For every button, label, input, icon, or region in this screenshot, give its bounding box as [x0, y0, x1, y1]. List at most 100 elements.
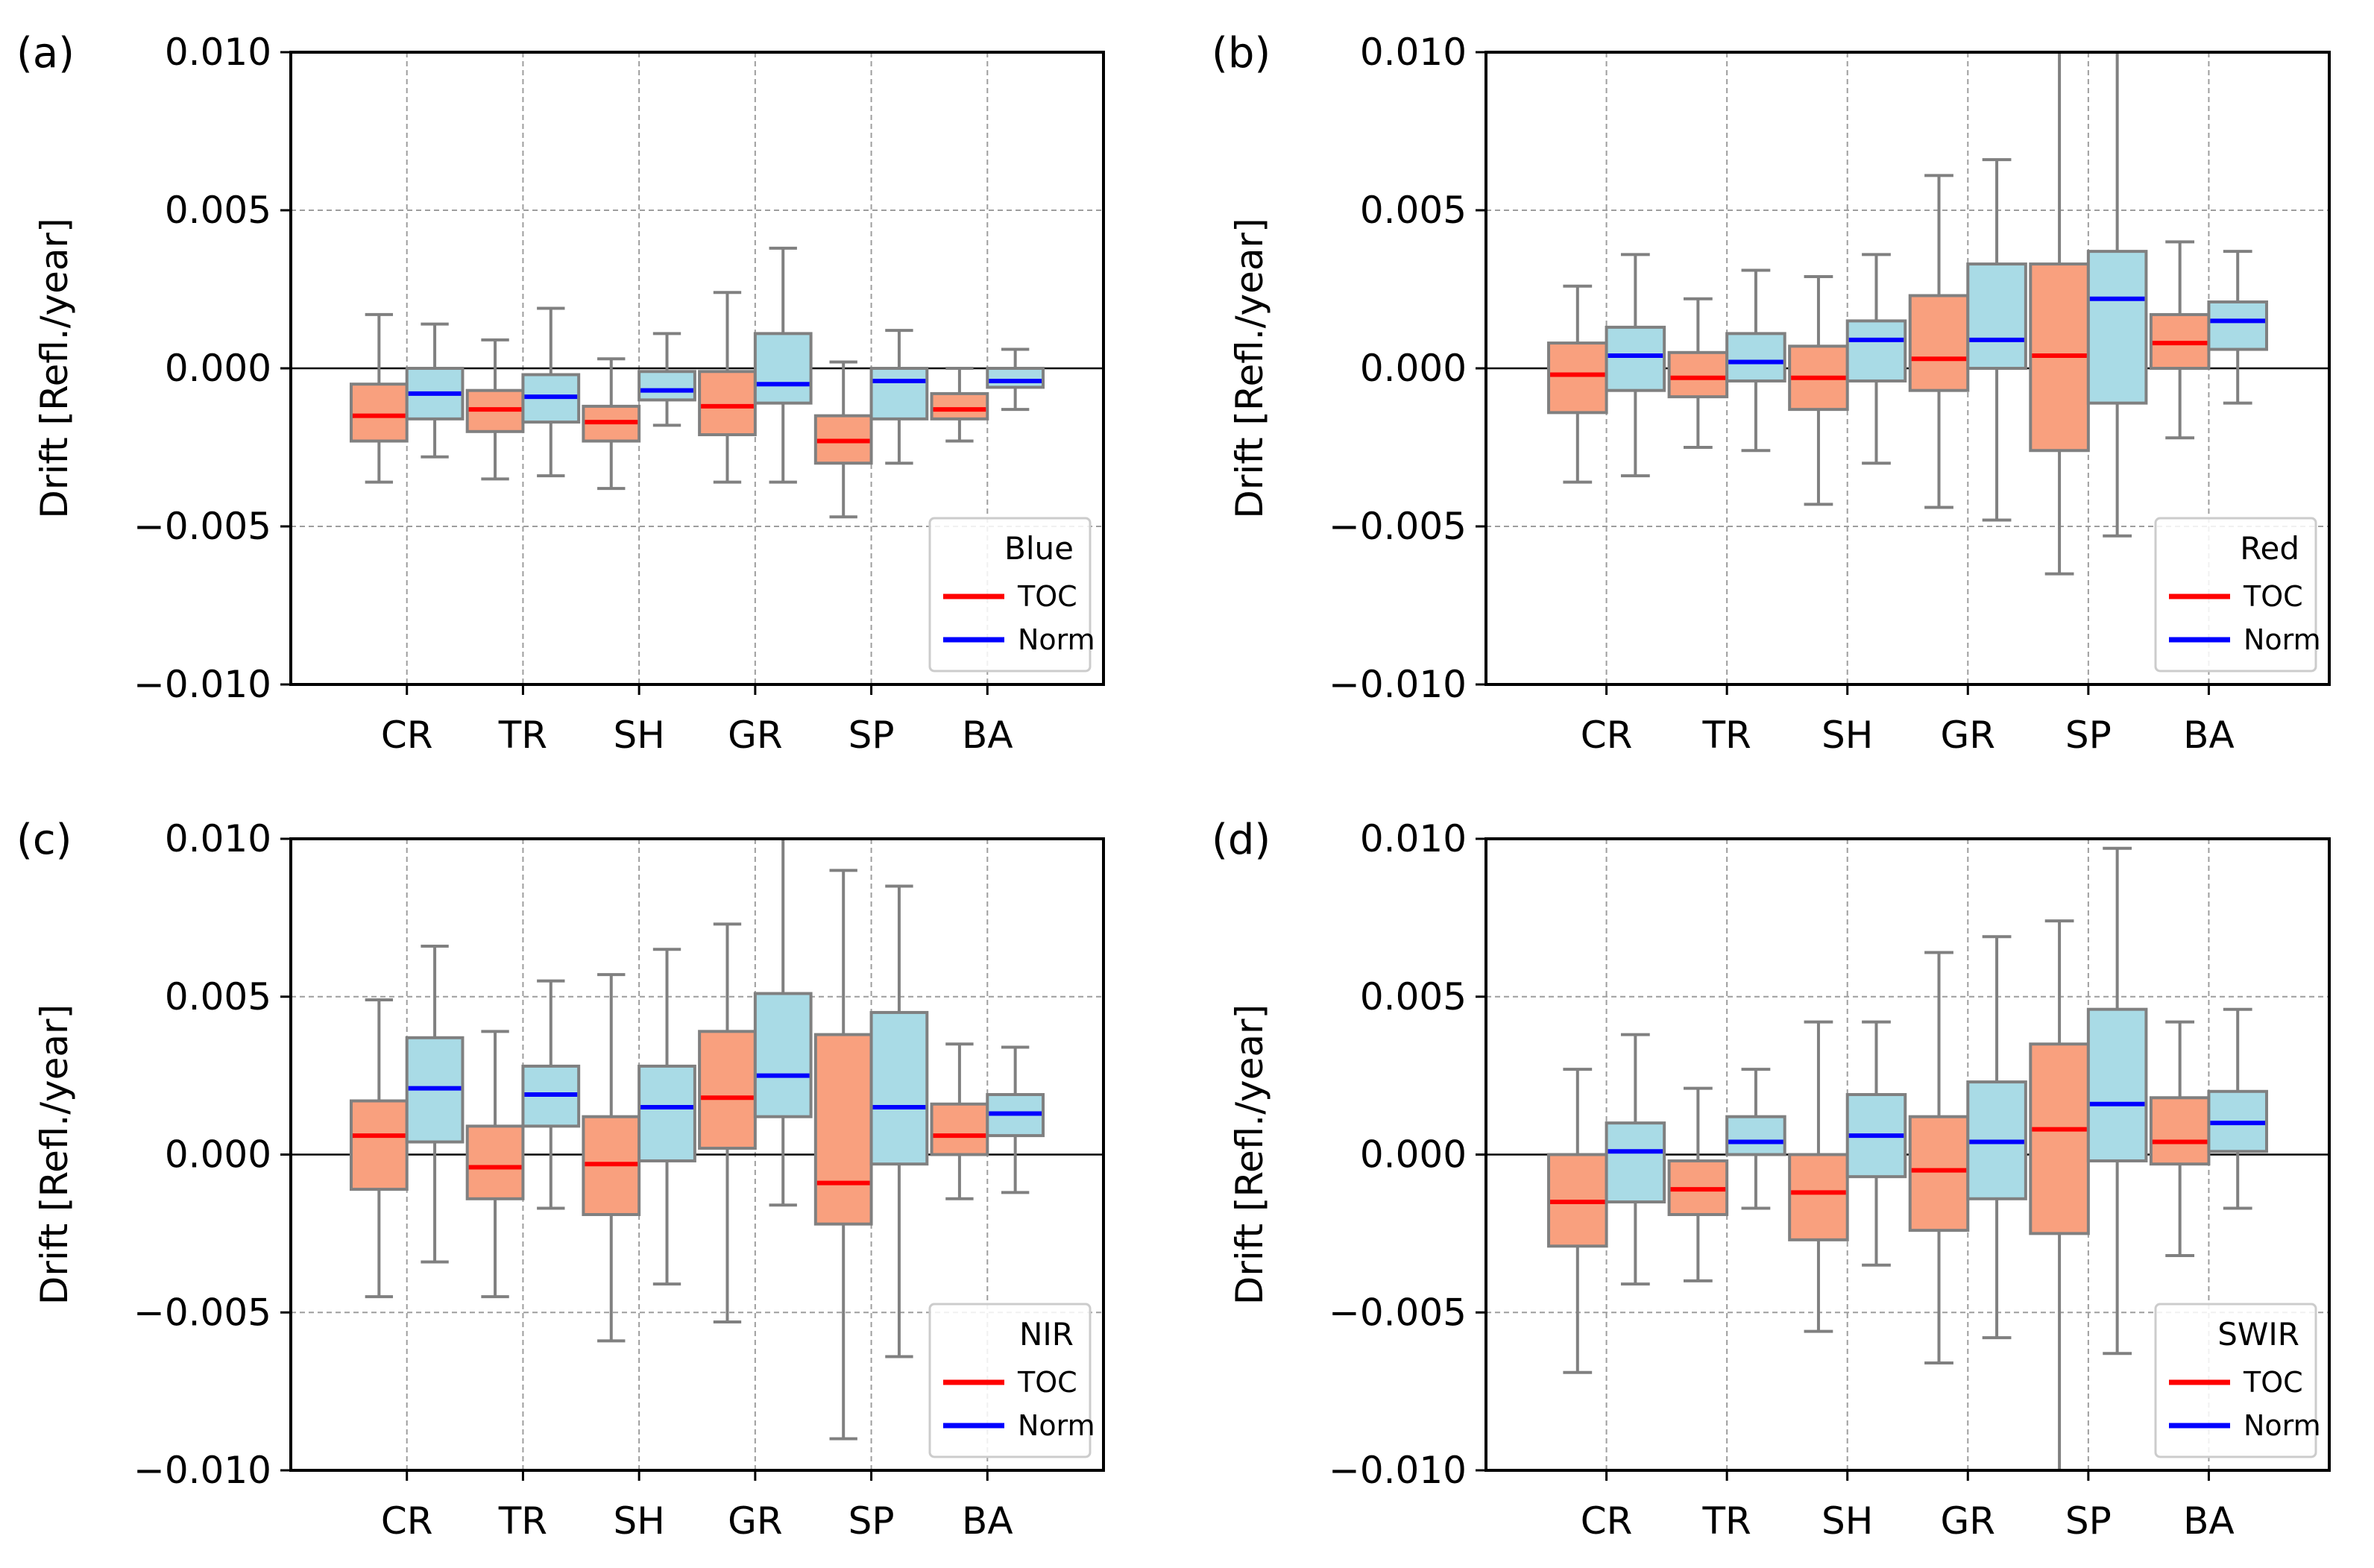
norm-box-sp — [869, 329, 929, 465]
y-tick-label: −0.005 — [133, 1291, 271, 1334]
legend-box — [2154, 517, 2317, 673]
legend-box — [928, 1303, 1092, 1458]
x-tick-label: BA — [2183, 714, 2235, 757]
x-tick-label: TR — [1701, 714, 1751, 757]
y-tick-label: 0.005 — [1360, 189, 1467, 232]
norm-box-ba — [2207, 1007, 2268, 1210]
legend-label-toc: TOC — [2243, 1366, 2303, 1399]
norm-box-sp — [869, 884, 929, 1358]
norm-box-gr — [1966, 935, 2027, 1340]
y-axis-label: Drift [Refl./year] — [33, 218, 76, 518]
y-tick-label: 0.010 — [1360, 31, 1467, 74]
toc-box-ba — [930, 367, 989, 443]
x-tick-label: CR — [381, 1499, 433, 1543]
iqr-box — [986, 367, 1045, 389]
norm-box-sp — [2086, 846, 2148, 1356]
toc-box-tr — [465, 1030, 525, 1299]
legend-label-norm: Norm — [2244, 623, 2321, 656]
boxplots — [349, 839, 1045, 1441]
y-axis-label: Drift [Refl./year] — [1228, 218, 1271, 518]
panel-a: 0.010 0.005 0.000 −0.005 −0.010 CR TR SH GR SP BA D… — [16, 29, 1105, 757]
norm-box-tr — [521, 979, 581, 1210]
norm-box-gr — [1966, 158, 2027, 522]
y-axis-label: Drift [Refl./year] — [33, 1004, 76, 1305]
y-tick-label: −0.005 — [1329, 505, 1467, 548]
x-tick-label: CR — [1581, 714, 1633, 757]
iqr-box — [698, 370, 757, 437]
y-tick-label: −0.005 — [133, 505, 271, 548]
norm-box-sh — [637, 948, 696, 1286]
panel-label: (a) — [16, 29, 75, 78]
iqr-box — [637, 370, 696, 402]
toc-box-gr — [1908, 174, 1970, 509]
norm-box-cr — [1605, 253, 1666, 478]
norm-box-gr — [753, 839, 813, 1207]
legend: Red TOC Norm — [2154, 517, 2321, 673]
norm-box-cr — [405, 322, 465, 459]
y-tick-label: −0.010 — [1329, 663, 1467, 706]
iqr-box — [753, 992, 813, 1118]
legend-title: Red — [2240, 530, 2299, 567]
y-tick-label: −0.010 — [1329, 1449, 1467, 1492]
iqr-box — [1547, 341, 1608, 415]
x-tick-label: SH — [1822, 1499, 1873, 1543]
iqr-box — [1845, 319, 1907, 382]
iqr-box — [930, 391, 989, 421]
norm-box-cr — [1605, 1033, 1666, 1286]
iqr-box — [1667, 350, 1729, 399]
iqr-box — [869, 1010, 929, 1166]
toc-box-ba — [2149, 240, 2211, 440]
x-tick-label: TR — [1701, 1499, 1751, 1543]
x-tick-label: BA — [2183, 1499, 2235, 1543]
x-tick-label: SH — [613, 1499, 664, 1543]
iqr-box — [2029, 1042, 2090, 1235]
norm-box-tr — [1725, 1068, 1786, 1210]
toc-box-sh — [1788, 1020, 1849, 1333]
toc-box-cr — [1547, 284, 1608, 484]
toc-box-ba — [2149, 1020, 2211, 1258]
x-tick-label: BA — [962, 714, 1013, 757]
panel-label: (d) — [1212, 816, 1271, 864]
toc-box-gr — [1908, 951, 1970, 1365]
iqr-box — [637, 1064, 696, 1162]
boxplots — [1547, 52, 2268, 576]
y-tick-label: 0.000 — [1360, 1133, 1467, 1177]
y-tick-label: −0.010 — [133, 663, 271, 706]
x-tick-label: GR — [728, 1499, 783, 1543]
iqr-box — [869, 367, 929, 421]
y-tick-label: 0.000 — [165, 1133, 271, 1177]
legend-title: NIR — [1019, 1316, 1074, 1353]
y-tick-label: 0.010 — [165, 817, 271, 860]
iqr-box — [813, 1033, 873, 1226]
y-tick-label: 0.000 — [1360, 347, 1467, 390]
norm-box-cr — [405, 944, 465, 1264]
iqr-box — [1725, 332, 1786, 382]
toc-box-tr — [465, 338, 525, 481]
norm-box-ba — [986, 1045, 1045, 1194]
iqr-box — [349, 382, 409, 443]
toc-box-gr — [698, 922, 757, 1323]
toc-box-sp — [2029, 919, 2090, 1470]
x-tick-label: TR — [498, 714, 547, 757]
norm-box-sh — [637, 332, 696, 427]
x-tick-label: SH — [1822, 714, 1873, 757]
boxplots — [349, 246, 1045, 519]
iqr-box — [2149, 1096, 2211, 1166]
iqr-box — [465, 1124, 525, 1200]
toc-box-tr — [1667, 1086, 1729, 1282]
norm-box-gr — [753, 246, 813, 484]
toc-box-sh — [582, 973, 641, 1343]
iqr-box — [349, 1099, 409, 1191]
y-tick-label: −0.010 — [133, 1449, 271, 1492]
iqr-box — [753, 332, 813, 405]
legend: Blue TOC Norm — [928, 517, 1095, 673]
iqr-box — [1908, 1115, 1970, 1232]
boxplots — [1547, 846, 2268, 1470]
legend-label-norm: Norm — [2244, 1409, 2321, 1442]
y-tick-label: 0.005 — [165, 189, 271, 232]
toc-box-gr — [698, 291, 757, 484]
toc-box-sh — [582, 357, 641, 491]
iqr-box — [2207, 300, 2268, 351]
x-tick-label: BA — [962, 1499, 1013, 1543]
